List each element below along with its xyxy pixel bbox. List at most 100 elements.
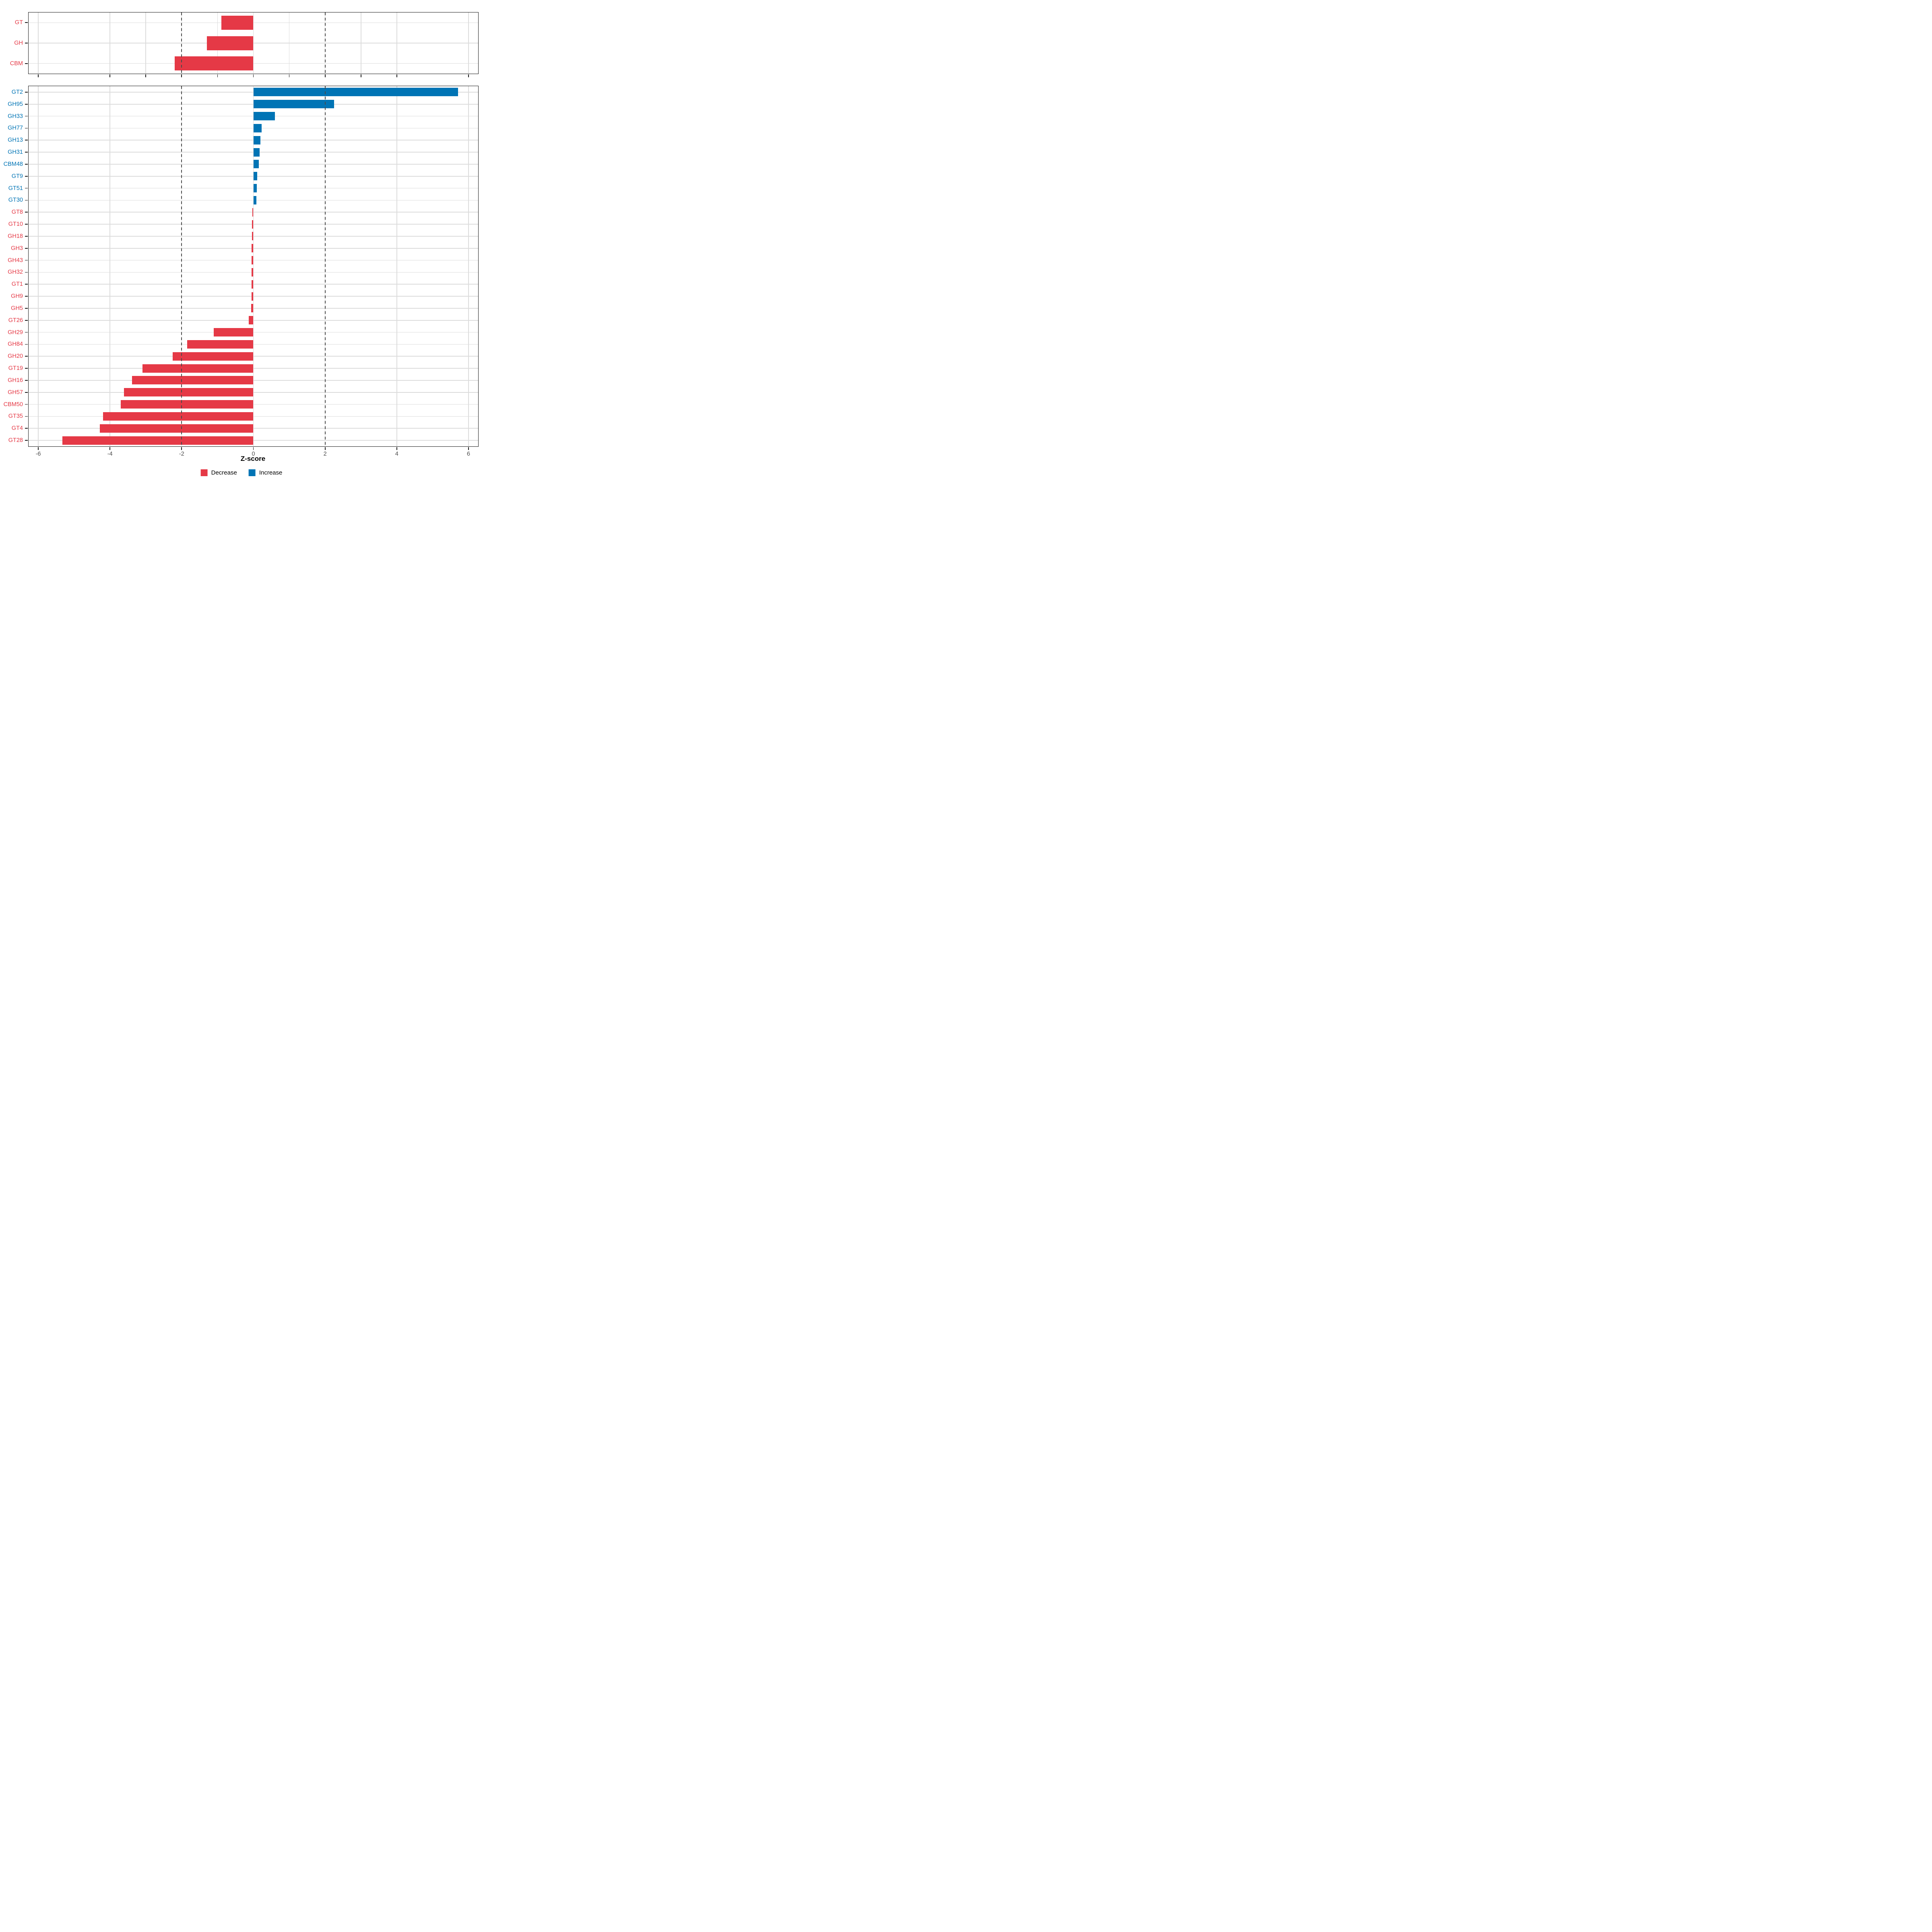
bar-GH5	[251, 304, 254, 313]
gridline-y-GH18	[29, 236, 478, 237]
y-label-GH5: GH5	[11, 305, 23, 312]
bar-GH31	[253, 148, 260, 157]
dashed-line--2	[181, 12, 182, 74]
gridline-y-GH9	[29, 296, 478, 297]
y-label-GH31: GH31	[8, 149, 23, 156]
bar-GT	[221, 15, 254, 30]
x-tick-2	[324, 447, 326, 450]
x-tick-label--2: -2	[179, 451, 184, 457]
y-tick-GT2	[25, 92, 28, 93]
y-tick-GH84	[25, 344, 28, 345]
bar-GH32	[251, 268, 254, 277]
gridline-y-GT8	[29, 212, 478, 213]
gridline-y-GT35	[29, 416, 478, 417]
y-label-GH3: GH3	[11, 245, 23, 252]
y-label-GH16: GH16	[8, 377, 23, 384]
gridline-y-GH20	[29, 356, 478, 357]
x-tick-label--4: -4	[107, 451, 113, 457]
y-tick-GH31	[25, 152, 28, 153]
bar-GH3	[252, 244, 254, 253]
y-label-CBM: CBM	[10, 60, 23, 67]
y-label-GH57: GH57	[8, 389, 23, 396]
y-label-GT2: GT2	[11, 89, 23, 95]
gridline-x-4	[396, 86, 397, 446]
bar-GT10	[252, 220, 254, 229]
y-tick-GT35	[25, 416, 28, 417]
y-tick-GH29	[25, 332, 28, 333]
x-tick-2	[324, 74, 326, 77]
x-tick--2	[181, 447, 182, 450]
legend-increase-label: Increase	[259, 469, 283, 476]
bar-CBM	[175, 56, 254, 71]
y-tick-GH33	[25, 116, 28, 117]
bar-GH9	[251, 292, 254, 301]
y-label-GH9: GH9	[11, 293, 23, 300]
class-summary-panel: GT GH CBM	[10, 12, 479, 77]
bar-GT8	[252, 208, 254, 217]
y-label-GH13: GH13	[8, 137, 23, 144]
y-label-GT28: GT28	[8, 437, 23, 444]
y-label-GT: GT	[14, 19, 23, 26]
bar-CBM50	[120, 400, 254, 409]
gridline-y-GH16	[29, 380, 478, 381]
y-label-GT1: GT1	[11, 281, 23, 288]
bar-GH20	[173, 352, 254, 361]
y-tick-GH57	[25, 392, 28, 393]
y-tick-GT28	[25, 440, 28, 441]
y-label-GT26: GT26	[8, 317, 23, 324]
y-label-CBM50: CBM50	[3, 401, 23, 408]
x-tick-label-2: 2	[323, 451, 327, 457]
y-tick-GH9	[25, 296, 28, 297]
bar-GH16	[132, 376, 254, 385]
gridline-y-GH29	[29, 332, 478, 333]
y-label-GH84: GH84	[8, 341, 23, 348]
bar-GT19	[142, 364, 254, 373]
bar-GT35	[103, 412, 254, 421]
y-tick-GT10	[25, 224, 28, 225]
bar-GH57	[124, 388, 254, 397]
y-label-GT30: GT30	[8, 197, 23, 204]
bar-GT28	[62, 436, 254, 445]
bar-GT26	[248, 316, 254, 325]
x-tick-0	[253, 74, 254, 77]
x-tick-4	[396, 447, 397, 450]
x-tick--2	[181, 74, 182, 77]
gridline-x--4	[109, 86, 110, 446]
y-tick-CBM	[25, 63, 28, 64]
bar-GT9	[253, 172, 258, 181]
x-tick-label-4: 4	[395, 451, 398, 457]
y-label-GT10: GT10	[8, 221, 23, 228]
gridline-y-GT28	[29, 440, 478, 441]
y-label-GH77: GH77	[8, 125, 23, 132]
y-label-GT51: GT51	[8, 185, 23, 192]
y-label-CBM48: CBM48	[3, 161, 23, 167]
gridline-y-GH5	[29, 308, 478, 309]
bar-GH33	[253, 112, 275, 121]
bar-GH43	[252, 256, 254, 265]
y-tick-GH16	[25, 380, 28, 381]
x-tick-6	[468, 74, 469, 77]
legend: Decrease Increase	[200, 469, 283, 476]
y-tick-GT	[25, 22, 28, 23]
y-tick-GH95	[25, 103, 28, 105]
x-tick--1	[217, 74, 218, 77]
gridline-y-CBM	[29, 63, 478, 64]
legend-increase-swatch	[248, 469, 256, 476]
bar-GH	[206, 36, 254, 50]
bar-CBM48	[253, 160, 259, 169]
y-tick-GT30	[25, 200, 28, 201]
gridline-y-GH43	[29, 260, 478, 261]
bar-GH84	[187, 340, 254, 349]
gridline-y-GH3	[29, 248, 478, 249]
gridline-x-0	[253, 86, 254, 446]
y-tick-GH18	[25, 236, 28, 237]
y-tick-GT19	[25, 368, 28, 369]
y-tick-GH32	[25, 272, 28, 273]
x-tick--4	[109, 74, 111, 77]
y-tick-GT8	[25, 212, 28, 213]
x-tick--4	[109, 447, 111, 450]
gridline-y-GH57	[29, 392, 478, 393]
gridline-x-6	[468, 86, 469, 446]
gridline-y-GH84	[29, 344, 478, 345]
bar-GT51	[253, 184, 257, 193]
